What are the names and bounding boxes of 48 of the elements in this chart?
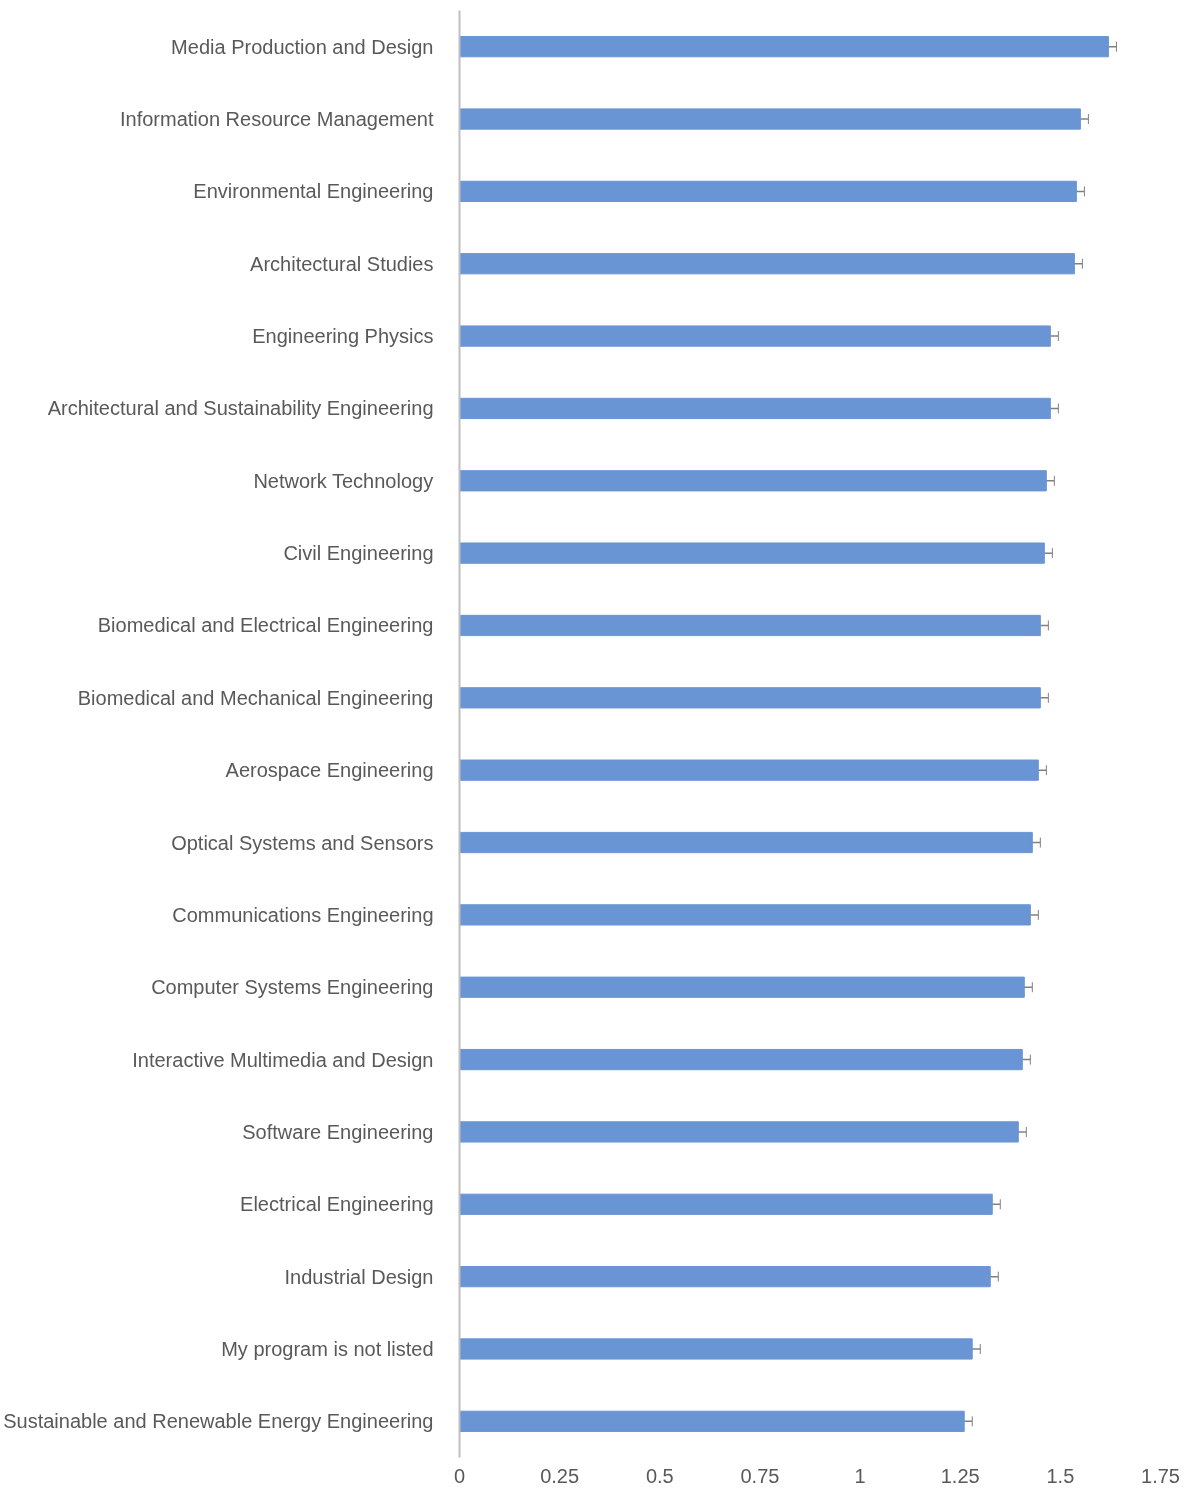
bar bbox=[459, 687, 1041, 709]
bar bbox=[459, 36, 1109, 58]
x-tick-label: 0.5 bbox=[645, 1464, 674, 1487]
bar bbox=[459, 1266, 991, 1288]
bar bbox=[459, 253, 1075, 275]
x-tick-label: 1.75 bbox=[1141, 1464, 1180, 1487]
y-tick-label: Biomedical and Electrical Engineering bbox=[97, 614, 434, 637]
bar bbox=[459, 1338, 973, 1360]
y-tick-label: Aerospace Engineering bbox=[225, 759, 434, 782]
y-tick-label: My program is not listed bbox=[221, 1337, 434, 1360]
x-tick-label: 1.25 bbox=[940, 1464, 980, 1487]
bar bbox=[459, 108, 1081, 130]
x-tick-label: 1.5 bbox=[1046, 1464, 1075, 1487]
y-tick-label: Biomedical and Mechanical Engineering bbox=[77, 686, 434, 709]
y-tick-label: Optical Systems and Sensors bbox=[171, 831, 434, 854]
y-tick-label: Electrical Engineering bbox=[240, 1193, 434, 1216]
y-tick-label: Network Technology bbox=[253, 469, 434, 492]
x-tick-label: 0.25 bbox=[540, 1464, 580, 1487]
y-tick-label: Civil Engineering bbox=[283, 542, 434, 565]
bar bbox=[459, 1121, 1019, 1143]
bar bbox=[459, 1410, 965, 1432]
bar bbox=[459, 397, 1051, 420]
y-tick-label: Media Production and Design bbox=[171, 35, 434, 58]
y-tick-label: Computer Systems Engineering bbox=[151, 976, 434, 999]
y-tick-label: Architectural and Sustainability Engineering bbox=[47, 397, 434, 420]
y-tick-label: Industrial Design bbox=[284, 1265, 434, 1288]
y-tick-label: Software Engineering bbox=[242, 1120, 434, 1143]
bar bbox=[459, 542, 1045, 564]
bar bbox=[459, 325, 1051, 347]
y-tick-label: Engineering Physics bbox=[252, 325, 434, 348]
bar bbox=[459, 1193, 993, 1215]
x-tick-label: 1 bbox=[854, 1464, 866, 1487]
bar bbox=[459, 976, 1025, 998]
bar bbox=[459, 831, 1033, 854]
bar bbox=[459, 180, 1077, 202]
y-tick-label: Communications Engineering bbox=[172, 903, 434, 926]
y-tick-label: Sustainable and Renewable Energy Engineering bbox=[3, 1410, 434, 1433]
y-tick-label: Information Resource Management bbox=[120, 108, 434, 131]
x-tick-label: 0.75 bbox=[740, 1464, 780, 1487]
y-tick-label: Interactive Multimedia and Design bbox=[132, 1048, 434, 1071]
bar bbox=[459, 470, 1047, 492]
bar bbox=[459, 904, 1031, 926]
bar bbox=[459, 759, 1039, 781]
bar bbox=[459, 1048, 1023, 1071]
y-tick-label: Environmental Engineering bbox=[193, 180, 434, 203]
bar bbox=[459, 614, 1041, 637]
y-tick-label: Architectural Studies bbox=[250, 252, 434, 275]
x-tick-label: 0 bbox=[453, 1464, 466, 1487]
